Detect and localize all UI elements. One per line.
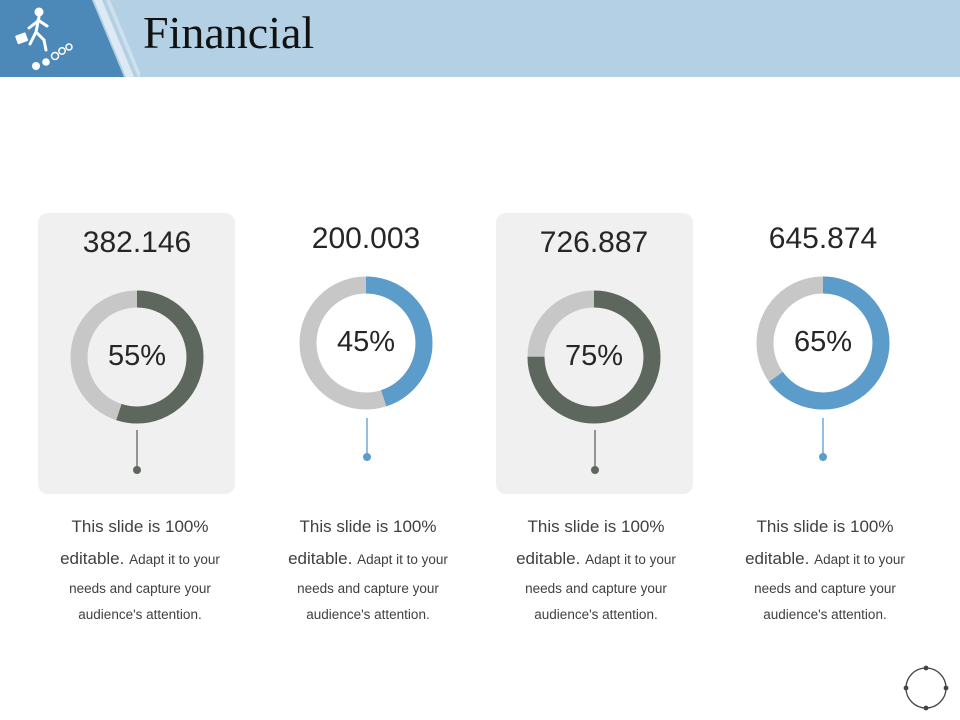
page-title: Financial [143, 7, 315, 58]
description-line: needs and capture your [69, 581, 211, 596]
description-line: needs and capture your [525, 581, 667, 596]
description-line: This slide is 100% [299, 517, 437, 536]
metric-value: 645.874 [768, 222, 878, 255]
donut-arc [756, 276, 890, 410]
description-line: Adapt it to your [357, 552, 448, 567]
description-line: Adapt it to your [585, 552, 676, 567]
metric-value: 382.146 [82, 226, 192, 259]
stem-marker [133, 430, 141, 474]
card-description: This slide is 100% editable. Adapt it to… [491, 512, 701, 628]
description-line: audience's attention. [306, 607, 430, 622]
percent-label: 75% [564, 340, 624, 372]
stem-marker [591, 430, 599, 474]
businessman-climbing-coins-icon [15, 7, 73, 70]
description-line: Adapt it to your [129, 552, 220, 567]
donut-chart [527, 290, 661, 424]
description-line: editable. [60, 549, 125, 568]
card-description: This slide is 100% editable. Adapt it to… [263, 512, 473, 628]
donut-arc [527, 290, 661, 424]
percent-label: 65% [793, 326, 853, 358]
description-line: audience's attention. [78, 607, 202, 622]
donut-arc [299, 276, 433, 410]
description-line: This slide is 100% [756, 517, 894, 536]
description-line: editable. [288, 549, 353, 568]
donut-chart [299, 276, 433, 410]
donut-chart [70, 290, 204, 424]
donut-chart [756, 276, 890, 410]
description-line: needs and capture your [754, 581, 896, 596]
circular-nav-icon[interactable] [902, 664, 950, 712]
description-line: This slide is 100% [71, 517, 209, 536]
stem-marker [819, 418, 827, 461]
description-line: needs and capture your [297, 581, 439, 596]
header-band [0, 0, 960, 77]
description-line: audience's attention. [763, 607, 887, 622]
card-description: This slide is 100% editable. Adapt it to… [35, 512, 245, 628]
card-description: This slide is 100% editable. Adapt it to… [720, 512, 930, 628]
description-line: editable. [745, 549, 810, 568]
header-accent [0, 0, 140, 77]
percent-label: 55% [107, 340, 167, 372]
metric-value: 200.003 [311, 222, 421, 255]
description-line: editable. [516, 549, 581, 568]
percent-label: 45% [336, 326, 396, 358]
metric-value: 726.887 [539, 226, 649, 259]
stem-marker [363, 418, 371, 461]
donut-arc [70, 290, 204, 424]
description-line: audience's attention. [534, 607, 658, 622]
description-line: Adapt it to your [814, 552, 905, 567]
description-line: This slide is 100% [527, 517, 665, 536]
